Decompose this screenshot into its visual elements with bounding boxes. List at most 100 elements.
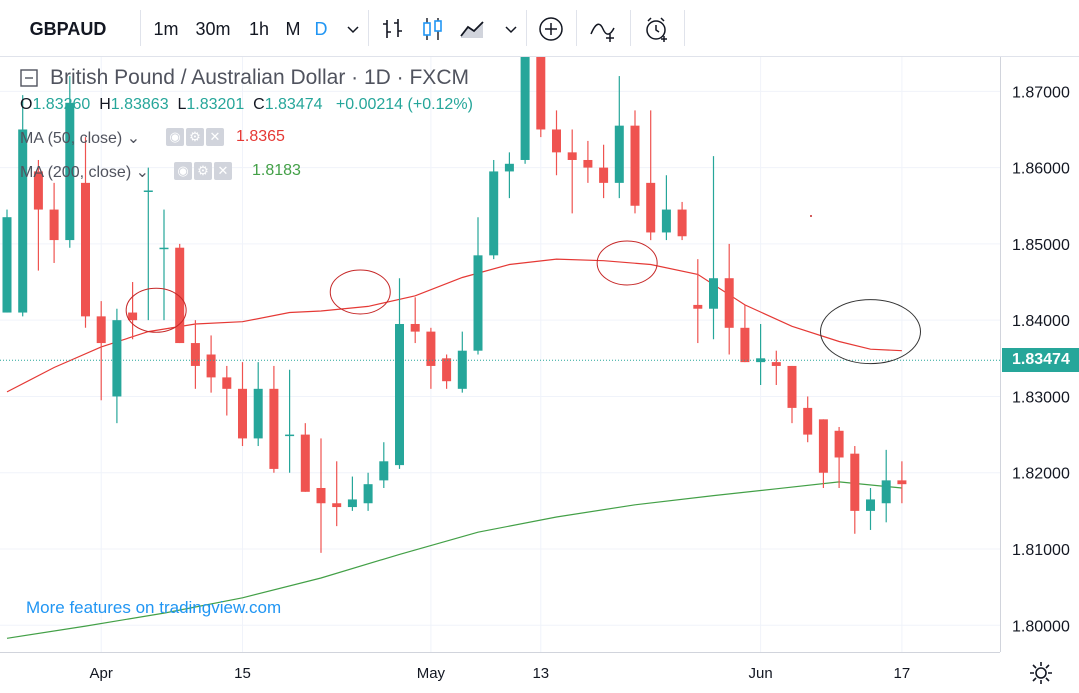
candle-body <box>206 354 216 378</box>
candle-body <box>18 129 28 313</box>
candle-body <box>724 278 734 328</box>
chevron-down-icon[interactable]: ⌄ <box>126 130 141 147</box>
toolbar-divider <box>630 10 631 46</box>
change-percent-value: +0.12% <box>412 96 468 113</box>
candle <box>206 335 216 393</box>
candle <box>709 156 718 340</box>
settings-icon[interactable]: ⚙ <box>194 162 212 180</box>
time-axis[interactable]: Apr 15 May 13 Jun 17 <box>0 652 1000 693</box>
chevron-down-icon[interactable] <box>338 14 368 44</box>
candle-body <box>143 190 153 192</box>
candle-body <box>442 358 452 382</box>
candle-body <box>128 312 138 321</box>
compare-icon[interactable] <box>588 14 618 44</box>
candle-body <box>583 159 593 168</box>
candle-body <box>65 102 75 241</box>
add-indicator-icon[interactable] <box>536 14 566 44</box>
candle-body <box>49 209 59 241</box>
candle-body <box>347 499 357 508</box>
candle-body <box>363 484 373 504</box>
candle-body <box>520 57 530 160</box>
close-value: 1.83474 <box>264 96 323 113</box>
candles-icon[interactable] <box>418 14 448 44</box>
candle-body <box>709 278 718 309</box>
settings-icon[interactable] <box>1028 660 1054 686</box>
ma50-label[interactable]: MA (50, close) <box>20 130 123 147</box>
interval-day-button[interactable]: D <box>314 19 328 39</box>
ma200-controls: ◉ ⚙ ✕ <box>174 162 232 180</box>
candle <box>2 209 12 313</box>
candle <box>300 423 310 492</box>
candle-body <box>787 365 797 408</box>
ma50-line <box>6 258 902 393</box>
candle <box>426 327 436 389</box>
candle <box>614 76 624 199</box>
collapse-legend-icon[interactable] <box>20 69 38 87</box>
candle <box>332 461 342 527</box>
visibility-icon[interactable]: ◉ <box>166 128 184 146</box>
time-tick-label: 17 <box>894 665 911 682</box>
close-icon[interactable]: ✕ <box>206 128 224 146</box>
candle <box>65 76 75 248</box>
chevron-down-icon[interactable]: ⌄ <box>135 164 150 181</box>
candle <box>850 446 860 534</box>
ma200-legend-row[interactable]: MA (200, close) ⌄ <box>20 162 149 182</box>
open-label: O <box>20 96 33 113</box>
candle <box>316 438 326 553</box>
candle <box>803 396 813 443</box>
candle <box>630 110 640 214</box>
candle <box>143 167 153 321</box>
candle-body <box>630 125 640 206</box>
bar-chart-icon[interactable] <box>378 14 408 44</box>
candle <box>159 209 169 321</box>
price-tick-label: 1.81000 <box>1012 542 1070 559</box>
toolbar-divider <box>684 10 685 46</box>
visibility-icon[interactable]: ◉ <box>174 162 192 180</box>
interval-1h-button[interactable]: 1h <box>248 19 270 39</box>
price-tick-label: 1.84000 <box>1012 313 1070 330</box>
price-scale-ticks: 1.87000 1.86000 1.85000 1.84000 1.83000 1.820… <box>1012 84 1070 635</box>
high-value: 1.83863 <box>110 96 169 113</box>
toolbar-divider <box>576 10 577 46</box>
candle <box>49 182 59 263</box>
candle-body <box>897 480 907 485</box>
ma50-legend-row[interactable]: MA (50, close) ⌄ <box>20 128 140 148</box>
chevron-down-icon[interactable] <box>496 14 526 44</box>
interval-1m-button[interactable]: 1m <box>153 19 179 39</box>
ma200-label[interactable]: MA (200, close) <box>20 164 132 181</box>
interval-30m-button[interactable]: 30m <box>195 19 231 39</box>
candle-body <box>300 434 310 492</box>
ma50-controls: ◉ ⚙ ✕ <box>166 128 224 146</box>
price-chart-pane[interactable] <box>0 57 1000 652</box>
candle-body <box>112 320 122 397</box>
interval-month-button[interactable]: M <box>285 19 301 39</box>
price-tick-label: 1.80000 <box>1012 618 1070 635</box>
area-chart-icon[interactable] <box>458 14 488 44</box>
candle <box>693 259 703 344</box>
candle-body <box>410 323 420 332</box>
candle <box>771 350 781 386</box>
price-scale[interactable]: 1.87000 1.86000 1.85000 1.84000 1.83000 1.820… <box>1000 57 1079 652</box>
close-icon[interactable]: ✕ <box>214 162 232 180</box>
candle-body <box>2 217 12 313</box>
candle <box>379 442 389 488</box>
candle <box>285 369 295 473</box>
candle <box>18 95 28 317</box>
change-value: +0.00214 <box>335 96 404 113</box>
watermark-link[interactable]: More features on tradingview.com <box>26 598 282 617</box>
candle-body <box>834 430 844 458</box>
price-tick-label: 1.86000 <box>1012 161 1070 178</box>
alert-icon[interactable] <box>642 14 672 44</box>
candle-body <box>190 343 200 366</box>
candle <box>740 304 750 363</box>
candle <box>410 297 420 344</box>
symbol-search-button[interactable]: GBPAUD <box>29 19 107 39</box>
settings-icon[interactable]: ⚙ <box>186 128 204 146</box>
ma50-series-line <box>6 258 902 393</box>
candle-body <box>316 487 326 504</box>
candle <box>646 110 656 241</box>
candle-body <box>332 503 342 508</box>
candle-body <box>379 461 389 481</box>
candle-body <box>677 209 687 237</box>
annotations <box>125 215 921 365</box>
